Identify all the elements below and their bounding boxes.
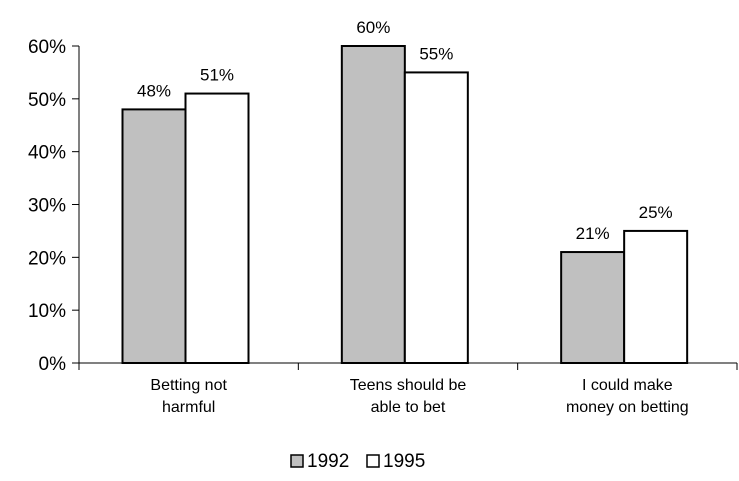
data-label: 51% [200,66,234,85]
legend-swatch-1995 [366,454,380,468]
legend-label: 1992 [307,451,349,472]
y-tick-label: 0% [39,354,67,375]
y-tick-label: 20% [28,248,66,269]
data-label: 55% [419,44,453,63]
x-category-label-line: Betting not [150,377,227,394]
data-label: 60% [356,18,390,37]
y-tick-label: 50% [28,90,66,111]
x-category-label-line: money on betting [566,399,689,416]
y-tick-label: 30% [28,196,66,217]
data-label: 48% [137,81,171,100]
x-category-label-line: I could make [582,377,673,394]
y-tick-label: 60% [28,37,66,58]
y-tick-label: 40% [28,143,66,164]
y-axis: 0% 10% 20% 30% 40% 50% 60% [28,37,80,375]
bar-1992 [560,251,626,364]
bar-1995 [184,92,250,365]
y-tick-label: 10% [28,301,66,322]
x-category-label-line: harmful [162,399,215,416]
data-label: 21% [576,224,610,243]
data-label: 25% [639,203,673,222]
bar-1992 [121,108,187,365]
legend-label: 1995 [383,451,425,472]
x-axis: Betting not harmful Teens should be able to… [78,362,738,416]
x-category-label: Teens should be able to bet [350,377,467,416]
legend: 1992 1995 [290,451,425,472]
x-category-label: Betting not harmful [150,377,227,416]
legend-swatch-1992 [290,454,304,468]
bar-1992 [340,45,406,364]
bar-1995 [403,71,469,365]
x-category-label-line: able to bet [371,399,446,416]
bars [121,45,689,365]
x-category-label-line: Teens should be [350,377,467,394]
bar-1995 [623,229,689,364]
data-labels: 48% 51% 60% 55% 21% 25% [137,18,673,243]
x-category-label: I could make money on betting [566,377,689,416]
